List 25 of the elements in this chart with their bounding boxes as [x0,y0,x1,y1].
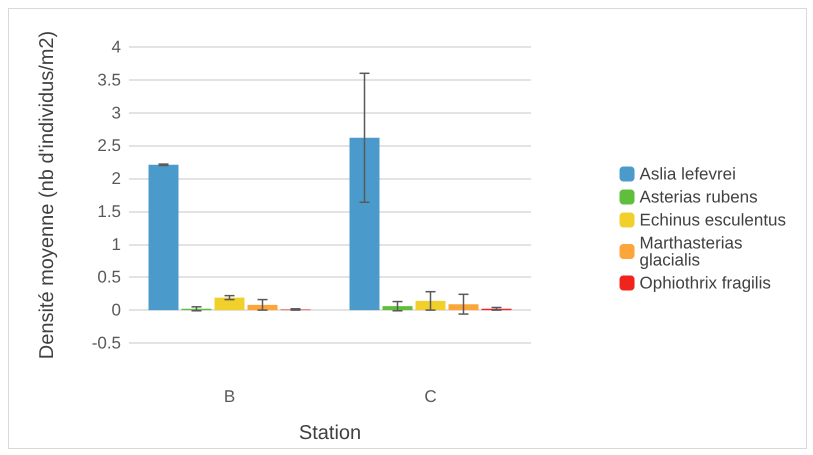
y-tick-label: 2 [112,169,121,188]
y-tick-label: 1.5 [97,202,121,221]
bar [350,138,380,310]
x-tick-label: C [424,387,437,406]
bar [148,164,178,310]
x-tick-label: B [224,387,236,406]
y-tick-label: 4 [112,38,121,56]
y-axis-title: Densité moyenne (nb d'individus/m2) [36,30,58,360]
y-tick-label: 2.5 [97,136,121,156]
y-tick-label: 0.5 [97,268,121,287]
x-axis-title: Station [298,422,362,444]
legend-label: Ophiothrix fragilis [640,274,771,292]
bar [382,306,412,310]
legend-label: Aslia lefevrei [640,164,736,184]
bar [214,298,244,310]
bar [416,300,446,310]
y-tick-label: 3.5 [97,70,121,90]
bar [448,304,478,310]
y-tick-label: 3 [112,103,121,122]
y-tick-label: -0.5 [92,334,121,352]
legend-label: Marthasterias glacialis [640,234,743,270]
y-tick-label: 0 [112,300,121,320]
legend-label: Asterias rubens [640,188,758,206]
y-tick-label: 1 [112,234,121,254]
legend-label: Echinus esculentus [640,210,786,230]
